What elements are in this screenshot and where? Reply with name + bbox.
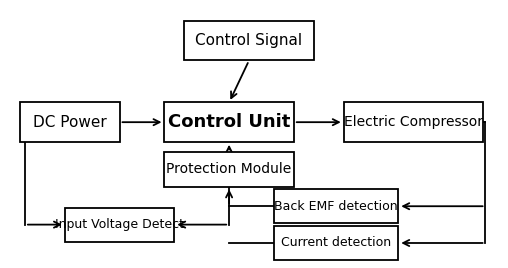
- Text: Protection Module: Protection Module: [167, 162, 292, 176]
- FancyBboxPatch shape: [65, 207, 174, 242]
- Text: DC Power: DC Power: [33, 115, 107, 130]
- FancyBboxPatch shape: [20, 102, 119, 142]
- FancyBboxPatch shape: [184, 21, 314, 61]
- FancyBboxPatch shape: [274, 226, 398, 260]
- Text: Electric Compressor: Electric Compressor: [344, 115, 483, 129]
- FancyBboxPatch shape: [165, 102, 294, 142]
- Text: Input Voltage Detect: Input Voltage Detect: [55, 218, 184, 231]
- FancyBboxPatch shape: [165, 152, 294, 187]
- FancyBboxPatch shape: [274, 189, 398, 223]
- Text: Back EMF detection: Back EMF detection: [274, 200, 398, 213]
- Text: Control Unit: Control Unit: [168, 113, 290, 131]
- FancyBboxPatch shape: [343, 102, 483, 142]
- Text: Control Signal: Control Signal: [196, 33, 303, 48]
- Text: Current detection: Current detection: [281, 236, 391, 250]
